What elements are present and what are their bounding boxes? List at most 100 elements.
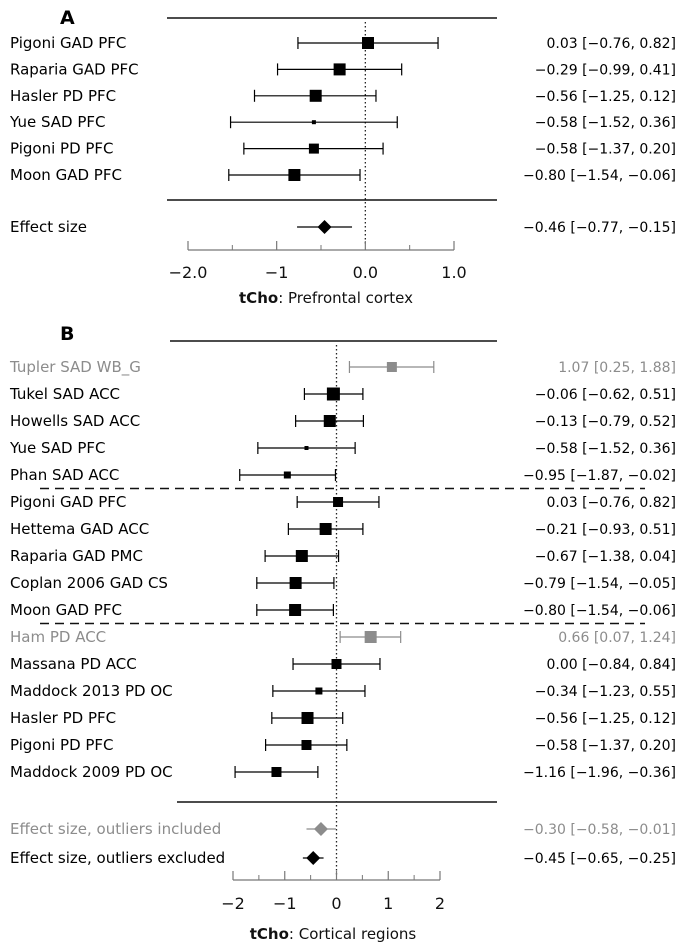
tick-label: −1 — [265, 263, 289, 282]
point-estimate-square — [311, 120, 316, 125]
study-label: Tukel SAD ACC — [9, 385, 120, 403]
study-ci-text: −0.06 [−0.62, 0.51] — [535, 387, 676, 403]
point-estimate-square — [271, 767, 282, 777]
study-row: Raparia GAD PFC −0.29 [−0.99, 0.41] — [10, 60, 676, 78]
x-axis: −2 −1 0 1 2 tCho: Cortical regions — [221, 871, 445, 943]
study-row: Pigoni GAD PFC 0.03 [−0.76, 0.82] — [10, 493, 676, 511]
summary-row: Effect size, outliers included −0.30 [−0.… — [10, 820, 676, 838]
study-ci-text: −0.56 [−1.25, 0.12] — [535, 89, 676, 105]
study-label: Hasler PD PFC — [10, 87, 116, 105]
study-row: Hasler PD PFC −0.56 [−1.25, 0.12] — [10, 87, 676, 105]
study-ci-text: −0.79 [−1.54, −0.05] — [523, 576, 676, 592]
study-row: Tupler SAD WB_G 1.07 [0.25, 1.88] — [9, 358, 676, 377]
tick-label: 0 — [331, 894, 341, 913]
summary-ci-text: −0.30 [−0.58, −0.01] — [523, 822, 676, 838]
study-ci-text: 0.03 [−0.76, 0.82] — [546, 36, 676, 52]
study-ci-text: 0.00 [−0.84, 0.84] — [546, 657, 676, 673]
point-estimate-square — [361, 37, 374, 49]
study-row: Yue SAD PFC −0.58 [−1.52, 0.36] — [9, 439, 676, 457]
study-label: Moon GAD PFC — [10, 166, 122, 184]
study-label: Maddock 2013 PD OC — [10, 682, 173, 700]
summary-row: Effect size, outliers excluded −0.45 [−0.… — [10, 849, 676, 867]
tick-label: −1 — [273, 894, 297, 913]
summary-label: Effect size — [10, 218, 87, 236]
point-estimate-square — [295, 550, 308, 562]
point-estimate-square — [323, 415, 336, 427]
x-axis-title-bold: tCho — [239, 289, 278, 307]
study-ci-text: −0.21 [−0.93, 0.51] — [535, 522, 676, 538]
study-ci-text: −0.58 [−1.52, 0.36] — [535, 441, 676, 457]
study-row: Moon GAD PFC −0.80 [−1.54, −0.06] — [10, 601, 676, 619]
tick-label: −2.0 — [169, 263, 208, 282]
study-label: Maddock 2009 PD OC — [10, 763, 173, 781]
tick-label: 0.0 — [353, 263, 378, 282]
panel-a: A Pigoni GAD PFC 0.03 [−0.76, 0.82] Raparia… — [9, 7, 676, 307]
study-ci-text: −0.34 [−1.23, 0.55] — [535, 684, 676, 700]
study-ci-text: 0.66 [0.07, 1.24] — [558, 630, 676, 646]
study-ci-text: −0.80 [−1.54, −0.06] — [523, 603, 676, 619]
summary-label: Effect size, outliers included — [10, 820, 221, 838]
study-label: Raparia GAD PMC — [10, 547, 143, 565]
study-label: Moon GAD PFC — [10, 601, 122, 619]
study-label: Phan SAD ACC — [10, 466, 119, 484]
tick-label: 1 — [383, 894, 393, 913]
point-estimate-square — [309, 89, 322, 102]
study-row: Maddock 2009 PD OC −1.16 [−1.96, −0.36] — [10, 763, 676, 781]
study-row: Pigoni PD PFC −0.58 [−1.37, 0.20] — [10, 140, 676, 158]
x-axis-title-bold: tCho — [250, 925, 289, 943]
point-estimate-square — [289, 577, 302, 589]
study-label: Raparia GAD PFC — [10, 60, 139, 78]
summary-label: Effect size, outliers excluded — [10, 849, 225, 867]
x-axis: −2.0 −1 0.0 1.0 tCho: Prefrontal cortex — [169, 241, 467, 307]
point-estimate-square — [289, 604, 302, 616]
study-row: Hasler PD PFC −0.56 [−1.25, 0.12] — [10, 709, 676, 727]
point-estimate-square — [331, 659, 342, 669]
study-row: Tukel SAD ACC −0.06 [−0.62, 0.51] — [9, 385, 676, 403]
study-row: Howells SAD ACC −0.13 [−0.79, 0.52] — [10, 412, 676, 430]
study-row: Maddock 2013 PD OC −0.34 [−1.23, 0.55] — [10, 682, 676, 700]
x-axis-title-rest: : Prefrontal cortex — [278, 289, 413, 307]
study-label: Pigoni GAD PFC — [10, 34, 126, 52]
point-estimate-square — [315, 687, 323, 695]
study-ci-text: −0.58 [−1.52, 0.36] — [535, 115, 676, 131]
study-row: Pigoni GAD PFC 0.03 [−0.76, 0.82] — [10, 34, 676, 52]
study-ci-text: −0.13 [−0.79, 0.52] — [535, 414, 676, 430]
study-ci-text: −0.29 [−0.99, 0.41] — [535, 62, 676, 78]
tick-label: 2 — [435, 894, 445, 913]
study-ci-text: −0.58 [−1.37, 0.20] — [535, 142, 676, 158]
study-label: Pigoni PD PFC — [10, 140, 114, 158]
point-estimate-square — [319, 523, 332, 535]
study-label: Massana PD ACC — [10, 655, 137, 673]
point-estimate-square — [364, 631, 377, 643]
point-estimate-square — [288, 169, 301, 181]
study-label: Yue SAD PFC — [9, 113, 105, 131]
study-row: Moon GAD PFC −0.80 [−1.54, −0.06] — [10, 166, 676, 184]
study-ci-text: 0.03 [−0.76, 0.82] — [546, 495, 676, 511]
x-axis-title-rest: : Cortical regions — [289, 925, 417, 943]
study-row: Massana PD ACC 0.00 [−0.84, 0.84] — [10, 655, 676, 673]
study-label: Tupler SAD WB_G — [9, 358, 141, 377]
study-ci-text: −0.56 [−1.25, 0.12] — [535, 711, 676, 727]
summary-diamond — [306, 851, 321, 865]
point-estimate-square — [386, 362, 397, 372]
study-label: Coplan 2006 GAD CS — [10, 574, 168, 592]
point-estimate-square — [301, 740, 312, 750]
study-ci-text: 1.07 [0.25, 1.88] — [558, 360, 676, 376]
study-row: Phan SAD ACC −0.95 [−1.87, −0.02] — [10, 466, 676, 484]
point-estimate-square — [326, 387, 340, 401]
point-estimate-square — [333, 63, 346, 76]
study-ci-text: −0.58 [−1.37, 0.20] — [535, 738, 676, 754]
point-estimate-square — [301, 712, 314, 724]
tick-label: 1.0 — [441, 263, 466, 282]
x-axis-title: tCho: Cortical regions — [250, 925, 417, 943]
study-label: Pigoni GAD PFC — [10, 493, 126, 511]
study-row: Hettema GAD ACC −0.21 [−0.93, 0.51] — [10, 520, 676, 538]
x-axis-title: tCho: Prefrontal cortex — [239, 289, 413, 307]
study-label: Howells SAD ACC — [10, 412, 140, 430]
summary-row: Effect size −0.46 [−0.77, −0.15] — [10, 218, 676, 236]
panel-b: B Tupler SAD WB_G 1.07 [0.25, 1.88] Tukel S… — [9, 323, 676, 943]
panel-letter: A — [60, 7, 75, 29]
summary-ci-text: −0.46 [−0.77, −0.15] — [523, 220, 676, 236]
study-ci-text: −0.80 [−1.54, −0.06] — [523, 168, 676, 184]
